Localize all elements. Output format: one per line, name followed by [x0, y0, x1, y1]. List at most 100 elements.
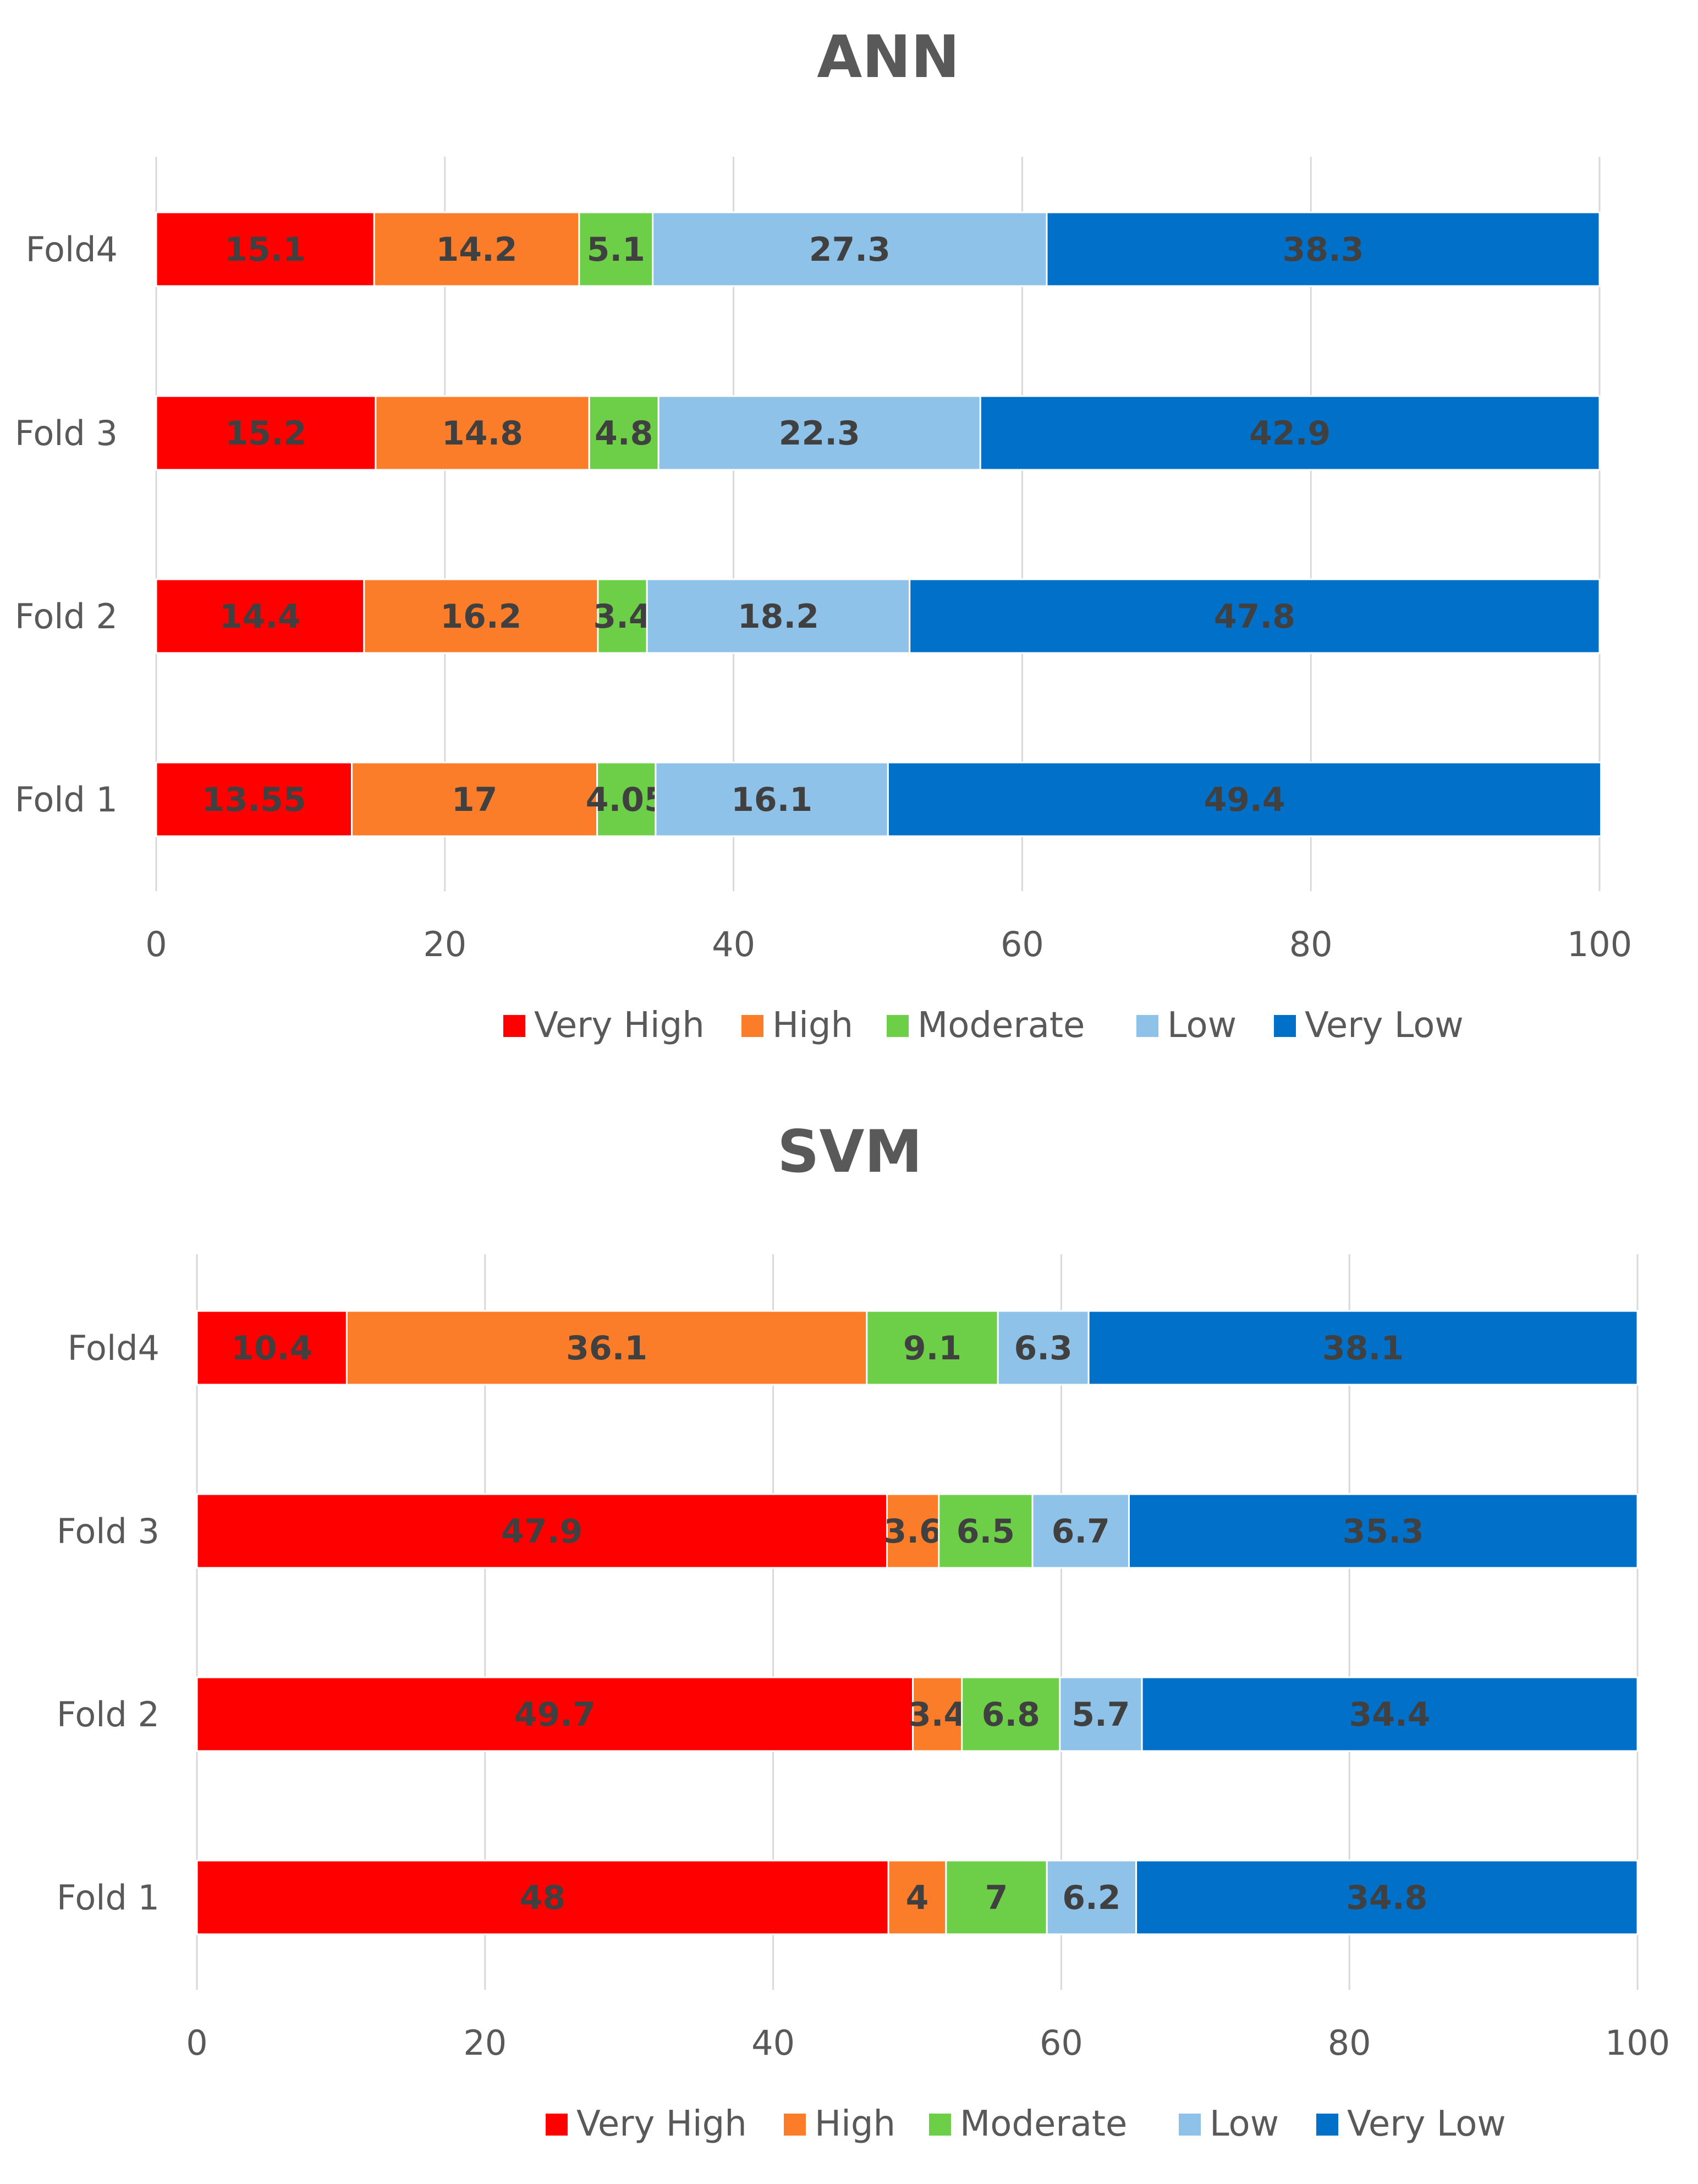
svm-data-label: 34.4: [1349, 1695, 1431, 1734]
ann-bar-fold-2-very-low: [909, 578, 1601, 654]
svm-data-label: 47.9: [501, 1512, 583, 1551]
svm-data-label: 6.7: [1052, 1512, 1110, 1551]
svm-legend-swatch-very-low: [1316, 2114, 1338, 2136]
svm-legend-swatch-high: [784, 2114, 806, 2136]
ann-x-tick-label: 100: [1567, 924, 1632, 964]
ann-legend-label-high: High: [772, 1005, 853, 1046]
svm-data-label: 7: [985, 1879, 1008, 1917]
svm-bar-fold-2-very-low: [1141, 1676, 1639, 1752]
svm-data-label: 4: [906, 1879, 929, 1917]
ann-bar-fold4-very-low: [1046, 211, 1601, 287]
ann-bar-fold-2-low: [646, 578, 911, 654]
ann-data-label: 22.3: [779, 414, 860, 453]
svm-data-label: 10.4: [231, 1329, 312, 1368]
ann-bar-fold4-low: [652, 211, 1048, 287]
ann-x-tick-label: 40: [712, 924, 755, 964]
svm-bar-fold4-low: [997, 1310, 1090, 1386]
ann-data-label: 14.2: [436, 231, 518, 269]
svm-x-tick-label: 60: [1040, 2023, 1083, 2063]
ann-x-tick-label: 0: [145, 924, 167, 964]
svm-legend-swatch-very-high: [546, 2114, 568, 2136]
ann-data-label: 3.4: [593, 597, 651, 636]
ann-legend-swatch-very-high: [503, 1015, 525, 1037]
svm-chart-title: SVM: [777, 1118, 922, 1186]
svm-x-tick-label: 80: [1328, 2023, 1371, 2063]
svm-data-label: 3.6: [883, 1512, 942, 1551]
ann-data-label: 17: [452, 781, 498, 819]
svm-bar-fold4-very-high: [196, 1310, 348, 1386]
svm-data-label: 6.2: [1062, 1879, 1120, 1917]
svm-legend-swatch-low: [1179, 2114, 1201, 2136]
svm-bar-fold-3-moderate: [938, 1493, 1034, 1569]
svm-bar-fold-1-moderate: [945, 1859, 1048, 1935]
ann-chart-title: ANN: [817, 23, 959, 91]
svm-data-label: 48: [520, 1879, 566, 1917]
svm-category-label-fold-1: Fold 1: [57, 1878, 160, 1918]
svm-data-label: 34.8: [1346, 1879, 1427, 1917]
svm-data-label: 6.5: [957, 1512, 1015, 1551]
svm-bar-fold4-moderate: [866, 1310, 999, 1386]
ann-data-label: 15.1: [224, 231, 306, 269]
ann-data-label: 5.1: [587, 231, 645, 269]
svm-bar-fold-1-low: [1046, 1859, 1138, 1935]
ann-data-label: 47.8: [1214, 597, 1295, 636]
svm-legend-label-moderate: Moderate: [960, 2104, 1127, 2144]
ann-bar-fold-3-high: [375, 395, 590, 471]
ann-category-label-fold-1: Fold 1: [15, 780, 118, 820]
svm-bar-fold-3-low: [1031, 1493, 1130, 1569]
svm-bar-fold-3-high: [886, 1493, 940, 1569]
svm-data-label: 36.1: [566, 1329, 647, 1368]
ann-bar-fold-3-very-high: [155, 395, 377, 471]
ann-data-label: 14.8: [442, 414, 523, 453]
svm-legend-swatch-moderate: [929, 2114, 951, 2136]
ann-bar-fold-2-high: [363, 578, 599, 654]
ann-legend-label-low: Low: [1167, 1005, 1237, 1046]
svm-bar-fold4-very-low: [1087, 1310, 1639, 1386]
ann-data-label: 15.2: [225, 414, 306, 453]
ann-data-label: 4.05: [586, 781, 667, 819]
ann-data-label: 38.3: [1282, 231, 1364, 269]
svm-bar-fold-1-high: [887, 1859, 947, 1935]
svm-bar-fold-3-very-low: [1128, 1493, 1639, 1569]
ann-bar-fold4-very-high: [155, 211, 375, 287]
ann-bar-fold-1-very-low: [887, 761, 1602, 837]
ann-x-tick-label: 20: [423, 924, 466, 964]
svm-x-tick-label: 40: [751, 2023, 795, 2063]
svm-data-label: 38.1: [1322, 1329, 1404, 1368]
ann-legend-label-very-high: Very High: [534, 1005, 705, 1046]
ann-data-label: 49.4: [1204, 781, 1285, 819]
svm-legend-label-low: Low: [1210, 2104, 1279, 2144]
ann-x-tick-label: 60: [1001, 924, 1044, 964]
ann-category-label-fold4: Fold4: [26, 229, 118, 270]
ann-data-label: 16.2: [440, 597, 521, 636]
svm-category-label-fold4: Fold4: [68, 1328, 160, 1368]
ann-bar-fold-3-moderate: [588, 395, 660, 471]
ann-bar-fold-1-moderate: [596, 761, 657, 837]
ann-data-label: 13.55: [202, 781, 306, 819]
svm-data-label: 49.7: [514, 1695, 596, 1734]
svm-data-label: 9.1: [903, 1329, 961, 1368]
svm-data-label: 5.7: [1071, 1695, 1130, 1734]
ann-x-tick-label: 80: [1289, 924, 1333, 964]
ann-bar-fold-3-very-low: [979, 395, 1601, 471]
ann-data-label: 4.8: [595, 414, 653, 453]
svm-bar-fold-2-moderate: [961, 1676, 1061, 1752]
svm-bar-fold-1-very-high: [196, 1859, 889, 1935]
ann-data-label: 42.9: [1249, 414, 1331, 453]
ann-legend-swatch-very-low: [1274, 1015, 1296, 1037]
ann-bar-fold-1-low: [655, 761, 889, 837]
ann-legend-swatch-low: [1136, 1015, 1158, 1037]
svm-data-label: 6.8: [982, 1695, 1040, 1734]
ann-bar-fold-2-very-high: [155, 578, 365, 654]
ann-bar-fold-3-low: [657, 395, 981, 471]
ann-legend-swatch-moderate: [887, 1015, 909, 1037]
svm-legend-label-very-high: Very High: [576, 2104, 747, 2144]
svm-chart: SVM 0 20 40 60 80 100 Fold4 10.4 36.1 9.1 6.3 38.1 Fo…: [57, 1118, 1670, 2144]
svm-x-tick-label: 20: [463, 2023, 507, 2063]
ann-chart: ANN 0 20 40 60 80 100 Fold4 15.1 14.2 5.1 27.3 38.3 F…: [15, 23, 1632, 1046]
ann-bar-fold-2-moderate: [597, 578, 648, 654]
ann-bar-fold-1-high: [351, 761, 598, 837]
ann-legend-label-very-low: Very Low: [1305, 1005, 1464, 1046]
ann-category-label-fold-3: Fold 3: [15, 413, 118, 453]
